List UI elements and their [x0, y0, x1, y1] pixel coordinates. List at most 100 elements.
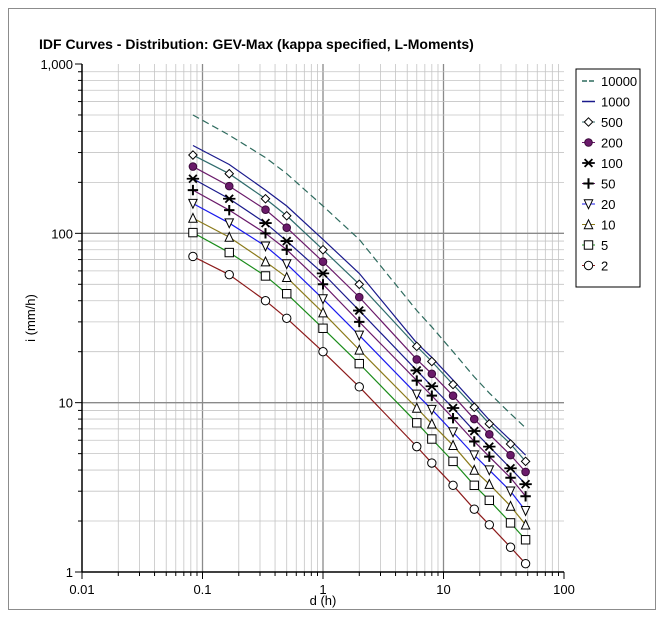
series-50-point — [281, 244, 292, 255]
legend-item-20: 20 — [582, 197, 615, 212]
series-50-point — [317, 279, 329, 290]
series-100-point — [280, 236, 293, 246]
series-10-point — [505, 500, 516, 511]
series-100-point — [519, 479, 532, 489]
series-2-point — [427, 458, 437, 468]
legend-marker — [583, 260, 594, 271]
x-tick-label: 0.1 — [193, 582, 211, 597]
series-20-point — [520, 506, 531, 517]
series-5-point — [354, 358, 364, 369]
series-100-point — [410, 365, 423, 375]
x-tick-label: 10 — [436, 582, 450, 597]
chart-title: IDF Curves - Distribution: GEV-Max (kapp… — [39, 36, 474, 52]
legend-marker — [583, 240, 594, 250]
legend-label: 20 — [601, 197, 615, 212]
series-50-point — [426, 390, 438, 401]
axes — [75, 63, 565, 579]
series-500-point — [484, 418, 495, 429]
series-2-point — [188, 251, 198, 262]
series-5-point — [484, 495, 495, 506]
series-50-point — [354, 316, 365, 328]
series-20-point — [505, 486, 516, 498]
legend-marker — [584, 138, 593, 147]
y-tick-label: 1 — [66, 565, 73, 580]
series-20-point — [260, 241, 271, 253]
legend-label: 500 — [601, 115, 623, 130]
series-10-point — [318, 306, 328, 318]
legend-marker — [583, 199, 594, 210]
x-tick-label: 1 — [319, 582, 326, 597]
series-2-point — [412, 441, 422, 452]
series-2-point — [505, 542, 516, 552]
series-100-point — [425, 381, 439, 391]
series-5-point — [505, 518, 516, 528]
legend-item-10000: 10000 — [582, 74, 637, 89]
series-200-point — [448, 391, 458, 400]
x-axis-label: d (h) — [310, 593, 337, 608]
series-2-point — [448, 480, 458, 491]
series-200-point — [188, 162, 198, 171]
series-5-point — [448, 456, 458, 467]
series-100-point — [504, 463, 517, 473]
idf-chart: IDF Curves - Distribution: GEV-Max (kapp… — [23, 36, 641, 608]
series-50-point — [447, 412, 459, 424]
series-500-point — [411, 341, 422, 352]
series-200 — [188, 162, 530, 477]
series-50-point — [505, 472, 516, 483]
series-500 — [188, 150, 531, 467]
series-500-point — [260, 193, 271, 204]
legend: 10000 1000 500 200 100 50 20 10 5 2 — [575, 68, 641, 288]
legend-item-100: 100 — [582, 156, 623, 171]
series-20-point — [224, 218, 235, 229]
series-100-point — [223, 194, 236, 204]
series-5-point — [260, 271, 271, 281]
legend-marker — [583, 218, 594, 230]
series-20-point — [469, 450, 480, 461]
series-100-point — [259, 218, 272, 228]
legend-marker — [582, 158, 595, 168]
series-100-point — [316, 268, 330, 278]
series-10000 — [192, 114, 526, 429]
legend-item-10: 10 — [582, 218, 615, 233]
legend-label: 5 — [601, 238, 608, 253]
legend-label: 1000 — [601, 95, 630, 110]
series-500-point — [224, 168, 235, 179]
y-tick-label: 100 — [51, 226, 73, 241]
series-5 — [188, 227, 531, 545]
series-20-point — [318, 294, 328, 305]
x-tick-label: 0.01 — [69, 582, 94, 597]
series-500-point — [520, 456, 531, 467]
legend-item-200: 200 — [582, 136, 623, 151]
series-10 — [187, 212, 531, 530]
series-50-point — [484, 451, 495, 462]
series-5-point — [318, 323, 328, 333]
legend-item-50: 50 — [582, 177, 615, 192]
legend-label: 100 — [601, 156, 623, 171]
series-100 — [186, 174, 532, 489]
series-500-point — [354, 279, 365, 290]
series-200-point — [506, 450, 515, 460]
series-20 — [187, 198, 531, 517]
series-2-point — [354, 382, 364, 392]
y-tick-label: 10 — [59, 396, 73, 411]
series-20-point — [411, 389, 422, 401]
series-100-point — [483, 442, 496, 452]
series-50-point — [224, 204, 235, 216]
series-100-point — [186, 174, 200, 184]
series-200-point — [485, 430, 494, 439]
series-50-point — [411, 375, 422, 386]
series-20-point — [484, 465, 495, 476]
series-10-point — [448, 439, 459, 451]
series-2-point — [260, 296, 271, 306]
series-2 — [188, 251, 531, 569]
series-200-point — [427, 369, 437, 379]
series-group — [186, 114, 532, 569]
series-50-point — [520, 491, 531, 502]
series-20-point — [187, 198, 198, 210]
series-200-point — [469, 414, 479, 424]
series-100-point — [468, 426, 481, 436]
series-500-point — [281, 210, 292, 221]
series-50-point — [187, 184, 199, 196]
chart-frame: IDF Curves - Distribution: GEV-Max (kapp… — [8, 8, 656, 610]
series-200-point — [318, 257, 328, 266]
